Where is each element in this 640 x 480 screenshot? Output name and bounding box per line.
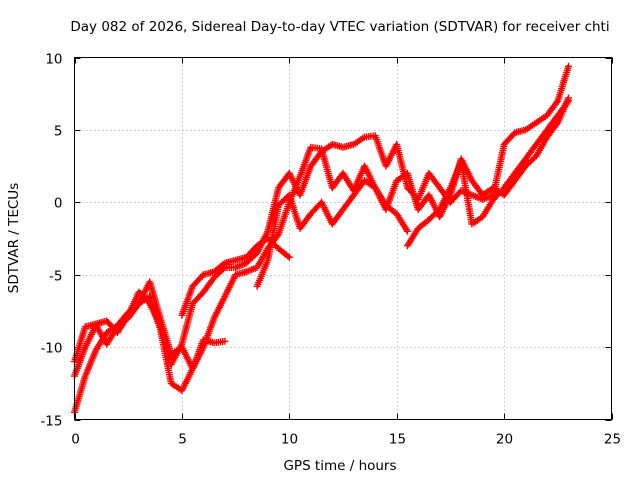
x-tick-label: 10 xyxy=(281,432,298,448)
y-tick-label: 0 xyxy=(54,196,63,212)
series-sat-b xyxy=(71,94,572,380)
x-tick-label: 20 xyxy=(496,432,513,448)
series-layer xyxy=(71,62,572,416)
series-markers xyxy=(71,292,229,416)
y-tick-label: -10 xyxy=(40,341,62,357)
x-axis-label: GPS time / hours xyxy=(283,458,396,474)
series-line xyxy=(73,97,570,377)
x-tick-label: 25 xyxy=(604,432,621,448)
series-markers xyxy=(71,94,572,380)
chart-title: Day 082 of 2026, Sidereal Day-to-day VTE… xyxy=(70,19,609,35)
series-markers xyxy=(71,62,572,368)
y-axis-label: SDTVAR / TECUs xyxy=(6,183,22,293)
series-sat-c xyxy=(71,292,229,416)
grid-layer xyxy=(74,57,612,420)
series-sat-f xyxy=(403,97,572,250)
plot-frame xyxy=(74,57,612,420)
series-sat-e xyxy=(253,177,411,290)
y-tick-label: 5 xyxy=(54,124,63,140)
x-tick-label: 5 xyxy=(178,432,187,448)
y-tick-label: -5 xyxy=(49,269,62,285)
series-markers xyxy=(178,235,293,319)
x-tick-label: 0 xyxy=(71,432,80,448)
series-markers xyxy=(403,97,572,250)
series-line xyxy=(73,65,570,366)
y-tick-label: 10 xyxy=(45,52,62,68)
x-tick-label: 15 xyxy=(389,432,406,448)
series-markers xyxy=(253,177,411,290)
series-sat-a xyxy=(71,62,572,368)
y-tick-label: -15 xyxy=(40,414,62,430)
tick-layer: 0 5 10 15 20 25 -15 -10 -5 0 5 10 xyxy=(40,52,621,448)
